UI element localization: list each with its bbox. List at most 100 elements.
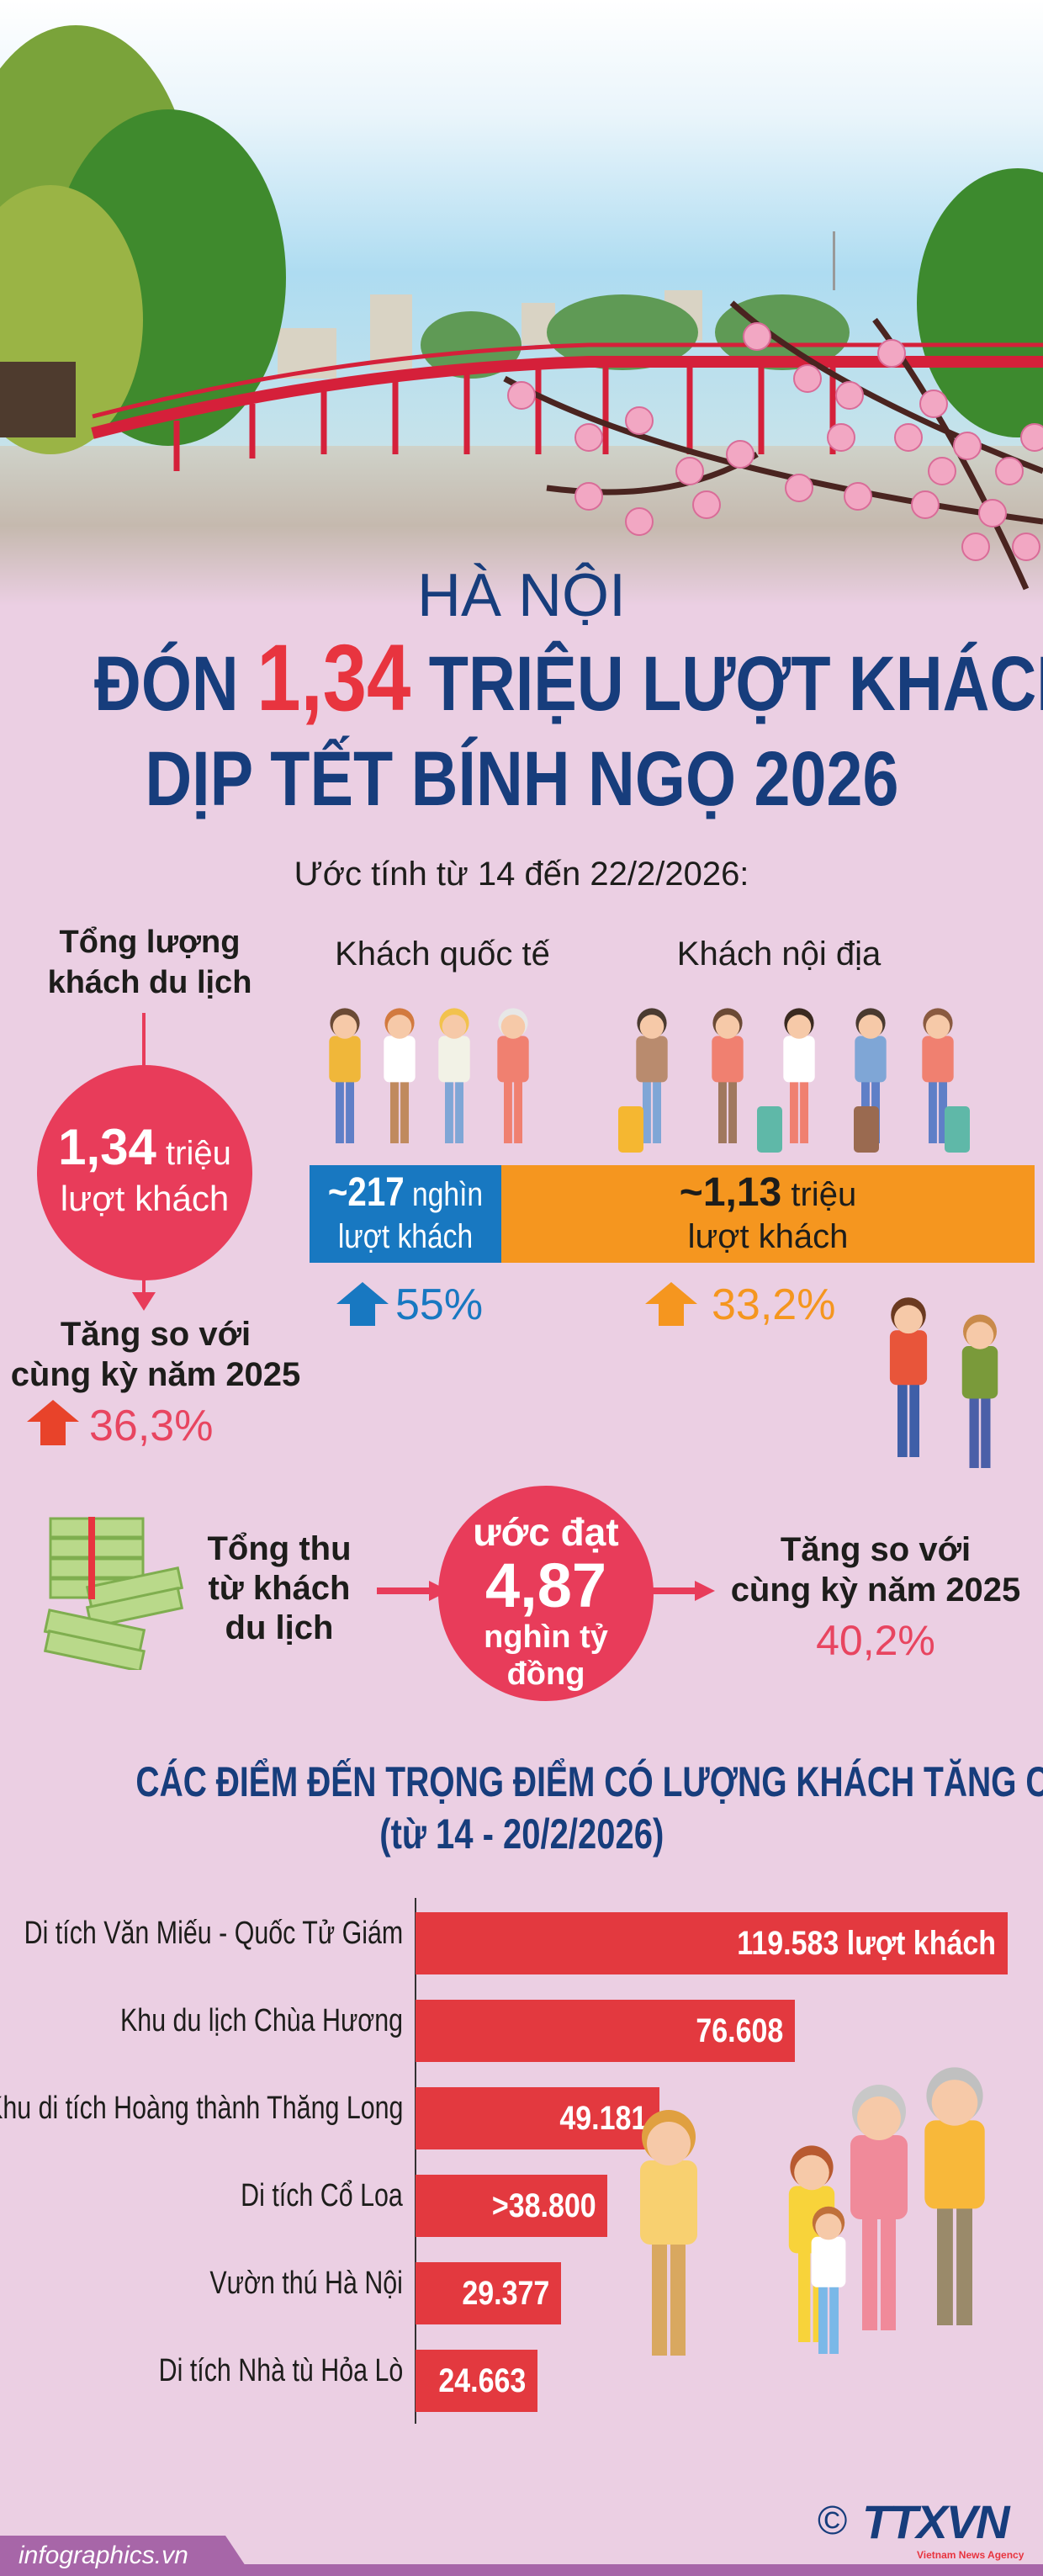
international-tourist-figure bbox=[329, 1008, 361, 1143]
total-growth-value: 36,3% bbox=[89, 1402, 214, 1450]
chart-subtitle: (từ 14 - 20/2/2026) bbox=[379, 1810, 664, 1858]
family-member-figure bbox=[924, 2067, 985, 2325]
arrow-right-icon bbox=[643, 1581, 715, 1601]
blossom-flower bbox=[928, 457, 956, 485]
money-stack-icon bbox=[43, 1517, 184, 1670]
ttxvn-logo-subtitle: Vietnam News Agency bbox=[917, 2549, 1024, 2561]
suitcase-icon bbox=[757, 1106, 782, 1153]
footer-tab bbox=[0, 2536, 252, 2576]
arrow-up-icon bbox=[27, 1400, 79, 1445]
domestic-tourist-figure bbox=[783, 1008, 815, 1143]
international-visitors-bar: ~217 nghìn lượt khách bbox=[310, 1165, 501, 1263]
revenue-growth-value: 40,2% bbox=[816, 1617, 935, 1664]
family-member-figure bbox=[788, 2145, 835, 2342]
chart-value-label: 24.663 bbox=[438, 2362, 527, 2399]
chart-category-label: Vườn thú Hà Nội bbox=[209, 2266, 403, 2301]
family-member-figure bbox=[640, 2110, 697, 2356]
arrow-up-icon bbox=[336, 1282, 389, 1326]
total-visitors-label: Tổng lượng khách du lịch bbox=[47, 925, 252, 1000]
domestic-tourist-figure bbox=[712, 1008, 744, 1143]
domestic-tourist-figure bbox=[636, 1008, 668, 1143]
international-tourists-illustration bbox=[329, 1008, 529, 1143]
family-member-figure bbox=[850, 2085, 908, 2330]
chart-value-label: 49.181 bbox=[559, 2100, 648, 2137]
blossom-flower bbox=[726, 440, 754, 469]
chart-value-label: 119.583 lượt khách bbox=[737, 1925, 996, 1962]
domestic-label: Khách nội địa bbox=[676, 936, 882, 973]
blossom-flower bbox=[675, 457, 704, 485]
chart-title: CÁC ĐIỂM ĐẾN TRỌNG ĐIỂM CÓ LƯỢNG KHÁCH T… bbox=[135, 1758, 1043, 1805]
chart-value-label: 76.608 bbox=[696, 2012, 784, 2049]
domestic-visitors-bar: ~1,13 triệu lượt khách bbox=[501, 1165, 1035, 1263]
blossom-flower bbox=[844, 482, 872, 511]
blossom-flower bbox=[961, 533, 990, 561]
blossom-flower bbox=[793, 364, 822, 393]
blossom-flower bbox=[785, 474, 813, 502]
domestic-tourists-illustration bbox=[618, 1008, 970, 1153]
chart-category-label: Di tích Cổ Loa bbox=[241, 2178, 403, 2213]
ttxvn-logo: TTXVN bbox=[862, 2495, 1010, 2548]
family-member-figure bbox=[811, 2206, 846, 2354]
blossom-flower bbox=[835, 381, 864, 410]
total-growth-label: Tăng so với cùng kỳ năm 2025 bbox=[10, 1316, 301, 1393]
blossom-flower bbox=[827, 423, 855, 452]
chart-category-label: Di tích Văn Miếu - Quốc Tử Giám bbox=[24, 1916, 403, 1951]
blossom-flower bbox=[953, 432, 982, 460]
tourist-figure bbox=[961, 1314, 998, 1468]
blossom-flower bbox=[574, 482, 603, 511]
trees-left bbox=[0, 25, 286, 454]
tourist-figure bbox=[889, 1297, 928, 1457]
domestic-tourist-figure bbox=[922, 1008, 954, 1143]
blossom-flower bbox=[911, 490, 940, 519]
hero-photo-hoan-kiem-lake bbox=[0, 0, 1043, 606]
page-title-line1: ĐÓN 1,34 TRIỆU LƯỢT KHÁCH bbox=[0, 631, 1043, 727]
blossom-flower bbox=[743, 322, 771, 351]
blossom-flower bbox=[1020, 423, 1043, 452]
blossom-flower bbox=[625, 406, 654, 435]
arrow-down-icon bbox=[142, 1013, 146, 1089]
revenue-label: Tổng thu từ khách du lịch bbox=[207, 1530, 352, 1646]
international-tourist-figure bbox=[497, 1008, 529, 1143]
blossom-flower bbox=[919, 390, 948, 418]
skyline bbox=[278, 231, 835, 379]
chart-bar bbox=[416, 1912, 1008, 1974]
title-number: 1,34 bbox=[257, 625, 411, 730]
chart-value-label: 29.377 bbox=[461, 2275, 549, 2312]
trees-right bbox=[917, 168, 1043, 437]
chart-category-label: Khu du lịch Chùa Hương bbox=[119, 2003, 403, 2038]
domestic-tourist-figure bbox=[855, 1008, 887, 1143]
page-title-line2: DỊP TẾT BÍNH NGỌ 2026 bbox=[144, 736, 899, 822]
footer-site-link[interactable]: infographics.vn bbox=[19, 2542, 188, 2569]
international-growth: 55% bbox=[395, 1280, 484, 1329]
suitcase-icon bbox=[854, 1106, 879, 1153]
arrow-right-icon bbox=[377, 1581, 449, 1601]
international-tourist-figure bbox=[384, 1008, 416, 1143]
blossom-flower bbox=[625, 507, 654, 536]
blossom-flower bbox=[894, 423, 923, 452]
blossom-flower bbox=[877, 339, 906, 368]
blossom-flower bbox=[507, 381, 536, 410]
family-tourists-illustration bbox=[640, 2067, 985, 2356]
suitcase-icon bbox=[945, 1106, 970, 1153]
chart-bar bbox=[416, 2175, 608, 2237]
blossom-flower bbox=[1012, 533, 1040, 561]
estimate-period: Ước tính từ 14 đến 22/2/2026: bbox=[294, 856, 749, 893]
chart-bar bbox=[416, 2087, 659, 2149]
total-visitors-circle: 1,34 triệu lượt khách bbox=[37, 1065, 252, 1280]
chart-bar bbox=[416, 2000, 795, 2062]
blossom-flower bbox=[978, 499, 1007, 527]
international-tourist-figure bbox=[438, 1008, 470, 1143]
revenue-growth-label: Tăng so với cùng kỳ năm 2025 bbox=[730, 1531, 1021, 1609]
chart-axis bbox=[415, 1898, 416, 2424]
the-huc-bridge bbox=[91, 342, 1043, 471]
chart-category-label: Khu di tích Hoàng thành Thăng Long bbox=[0, 2091, 403, 2126]
title-prefix: ĐÓN bbox=[94, 641, 239, 727]
copyright-icon: © bbox=[818, 2499, 848, 2543]
footer-strip bbox=[0, 2564, 1043, 2576]
revenue-circle: ước đạt 4,87 nghìn tỷ đồng bbox=[438, 1486, 654, 1701]
international-label: Khách quốc tế bbox=[335, 936, 550, 973]
city-heading: HÀ NỘI bbox=[416, 562, 627, 629]
blossom-flower bbox=[692, 490, 721, 519]
chart-category-label: Di tích Nhà tù Hỏa Lò bbox=[158, 2353, 403, 2388]
